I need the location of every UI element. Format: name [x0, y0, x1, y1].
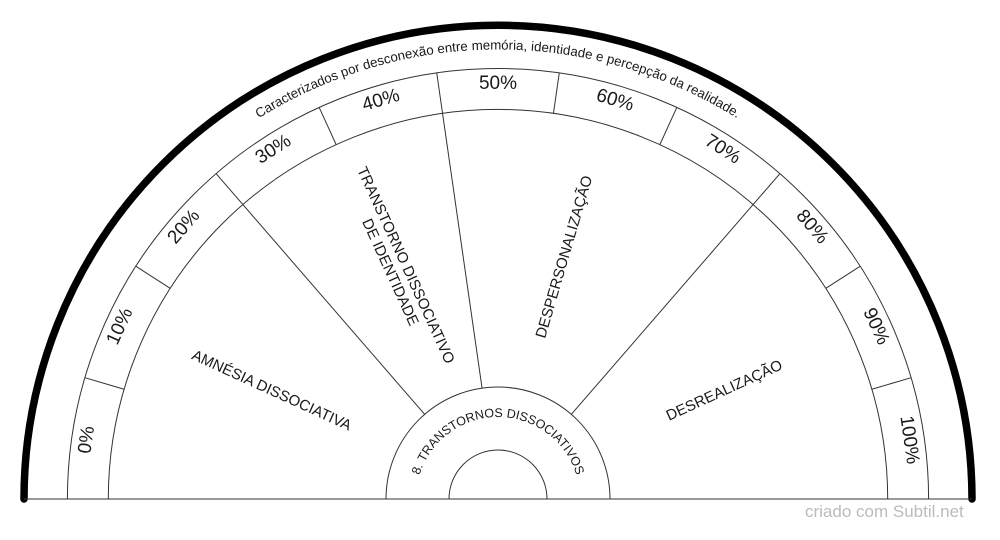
svg-text:criado com Subtil.net: criado com Subtil.net: [805, 502, 964, 521]
svg-text:50%: 50%: [479, 73, 517, 94]
svg-text:0%: 0%: [74, 425, 99, 455]
